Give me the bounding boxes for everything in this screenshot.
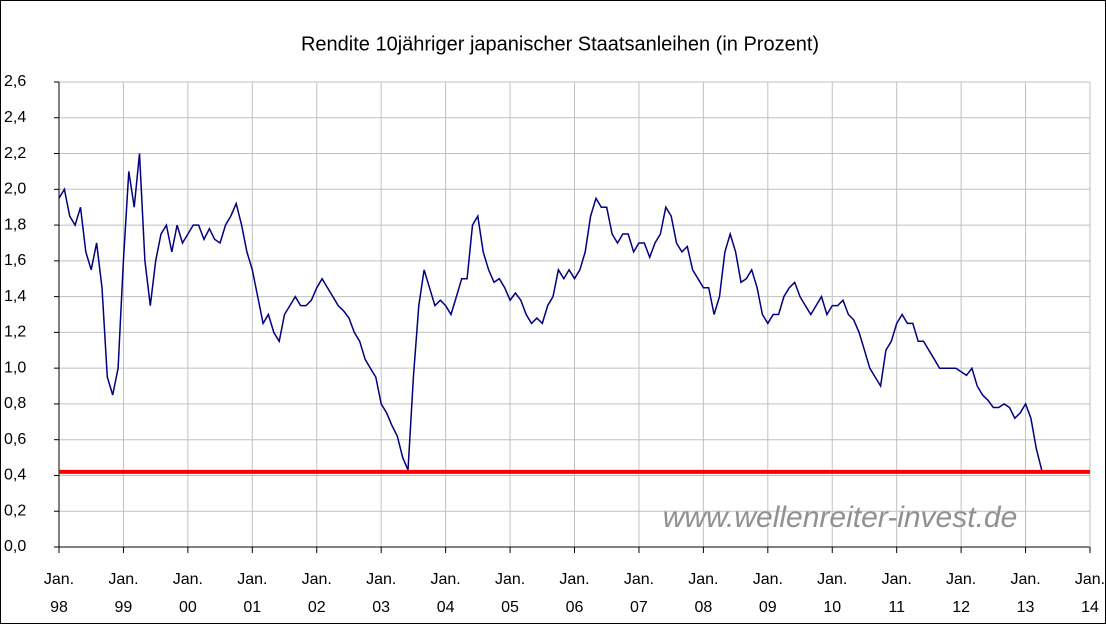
x-tick-label: Jan.	[173, 571, 203, 588]
x-tick-label: Jan.	[302, 571, 332, 588]
x-tick-label: 98	[50, 599, 68, 616]
x-tick-label: Jan.	[946, 571, 976, 588]
x-tick-label: Jan.	[688, 571, 718, 588]
x-tick-label: Jan.	[366, 571, 396, 588]
x-tick-label: Jan.	[108, 571, 138, 588]
y-tick-label: 0,6	[4, 431, 26, 448]
y-tick-label: 1,8	[4, 216, 26, 233]
x-tick-label: Jan.	[1075, 571, 1105, 588]
x-tick-label: Jan.	[882, 571, 912, 588]
x-tick-label: 14	[1081, 599, 1099, 616]
x-tick-label: 12	[952, 599, 970, 616]
x-tick-label: 07	[630, 599, 648, 616]
y-tick-label: 2,2	[4, 145, 26, 162]
chart-title: Rendite 10jähriger japanischer Staatsanl…	[301, 33, 819, 55]
x-tick-label: 10	[823, 599, 841, 616]
x-tick-label: 01	[243, 599, 261, 616]
y-tick-label: 1,0	[4, 359, 26, 376]
x-tick-label: 06	[566, 599, 584, 616]
y-tick-label: 2,0	[4, 181, 26, 198]
y-tick-label: 1,4	[4, 288, 26, 305]
x-tick-label: 03	[372, 599, 390, 616]
x-tick-label: Jan.	[431, 571, 461, 588]
y-tick-label: 0,8	[4, 395, 26, 412]
x-tick-label: 00	[179, 599, 197, 616]
x-tick-label: Jan.	[817, 571, 847, 588]
watermark: www.wellenreiter-invest.de	[663, 501, 1018, 534]
x-tick-label: 05	[501, 599, 519, 616]
x-tick-label: Jan.	[495, 571, 525, 588]
y-tick-label: 1,2	[4, 324, 26, 341]
x-tick-label: Jan.	[559, 571, 589, 588]
x-tick-label: 09	[759, 599, 777, 616]
x-tick-label: 13	[1017, 599, 1035, 616]
y-tick-label: 1,6	[4, 252, 26, 269]
x-tick-label: 02	[308, 599, 326, 616]
x-tick-label: Jan.	[237, 571, 267, 588]
x-tick-label: Jan.	[753, 571, 783, 588]
x-tick-label: Jan.	[624, 571, 654, 588]
y-tick-label: 2,6	[4, 73, 26, 90]
y-tick-label: 0,4	[4, 467, 26, 484]
y-tick-label: 2,4	[4, 109, 26, 126]
x-tick-label: 11	[888, 599, 905, 616]
y-tick-label: 0,0	[4, 538, 26, 555]
y-tick-label: 0,2	[4, 502, 26, 519]
x-tick-label: Jan.	[44, 571, 74, 588]
x-tick-label: 04	[437, 599, 455, 616]
x-tick-label: 99	[115, 599, 133, 616]
data-line	[58, 153, 1043, 471]
x-tick-label: 08	[694, 599, 712, 616]
x-tick-label: Jan.	[1010, 571, 1040, 588]
